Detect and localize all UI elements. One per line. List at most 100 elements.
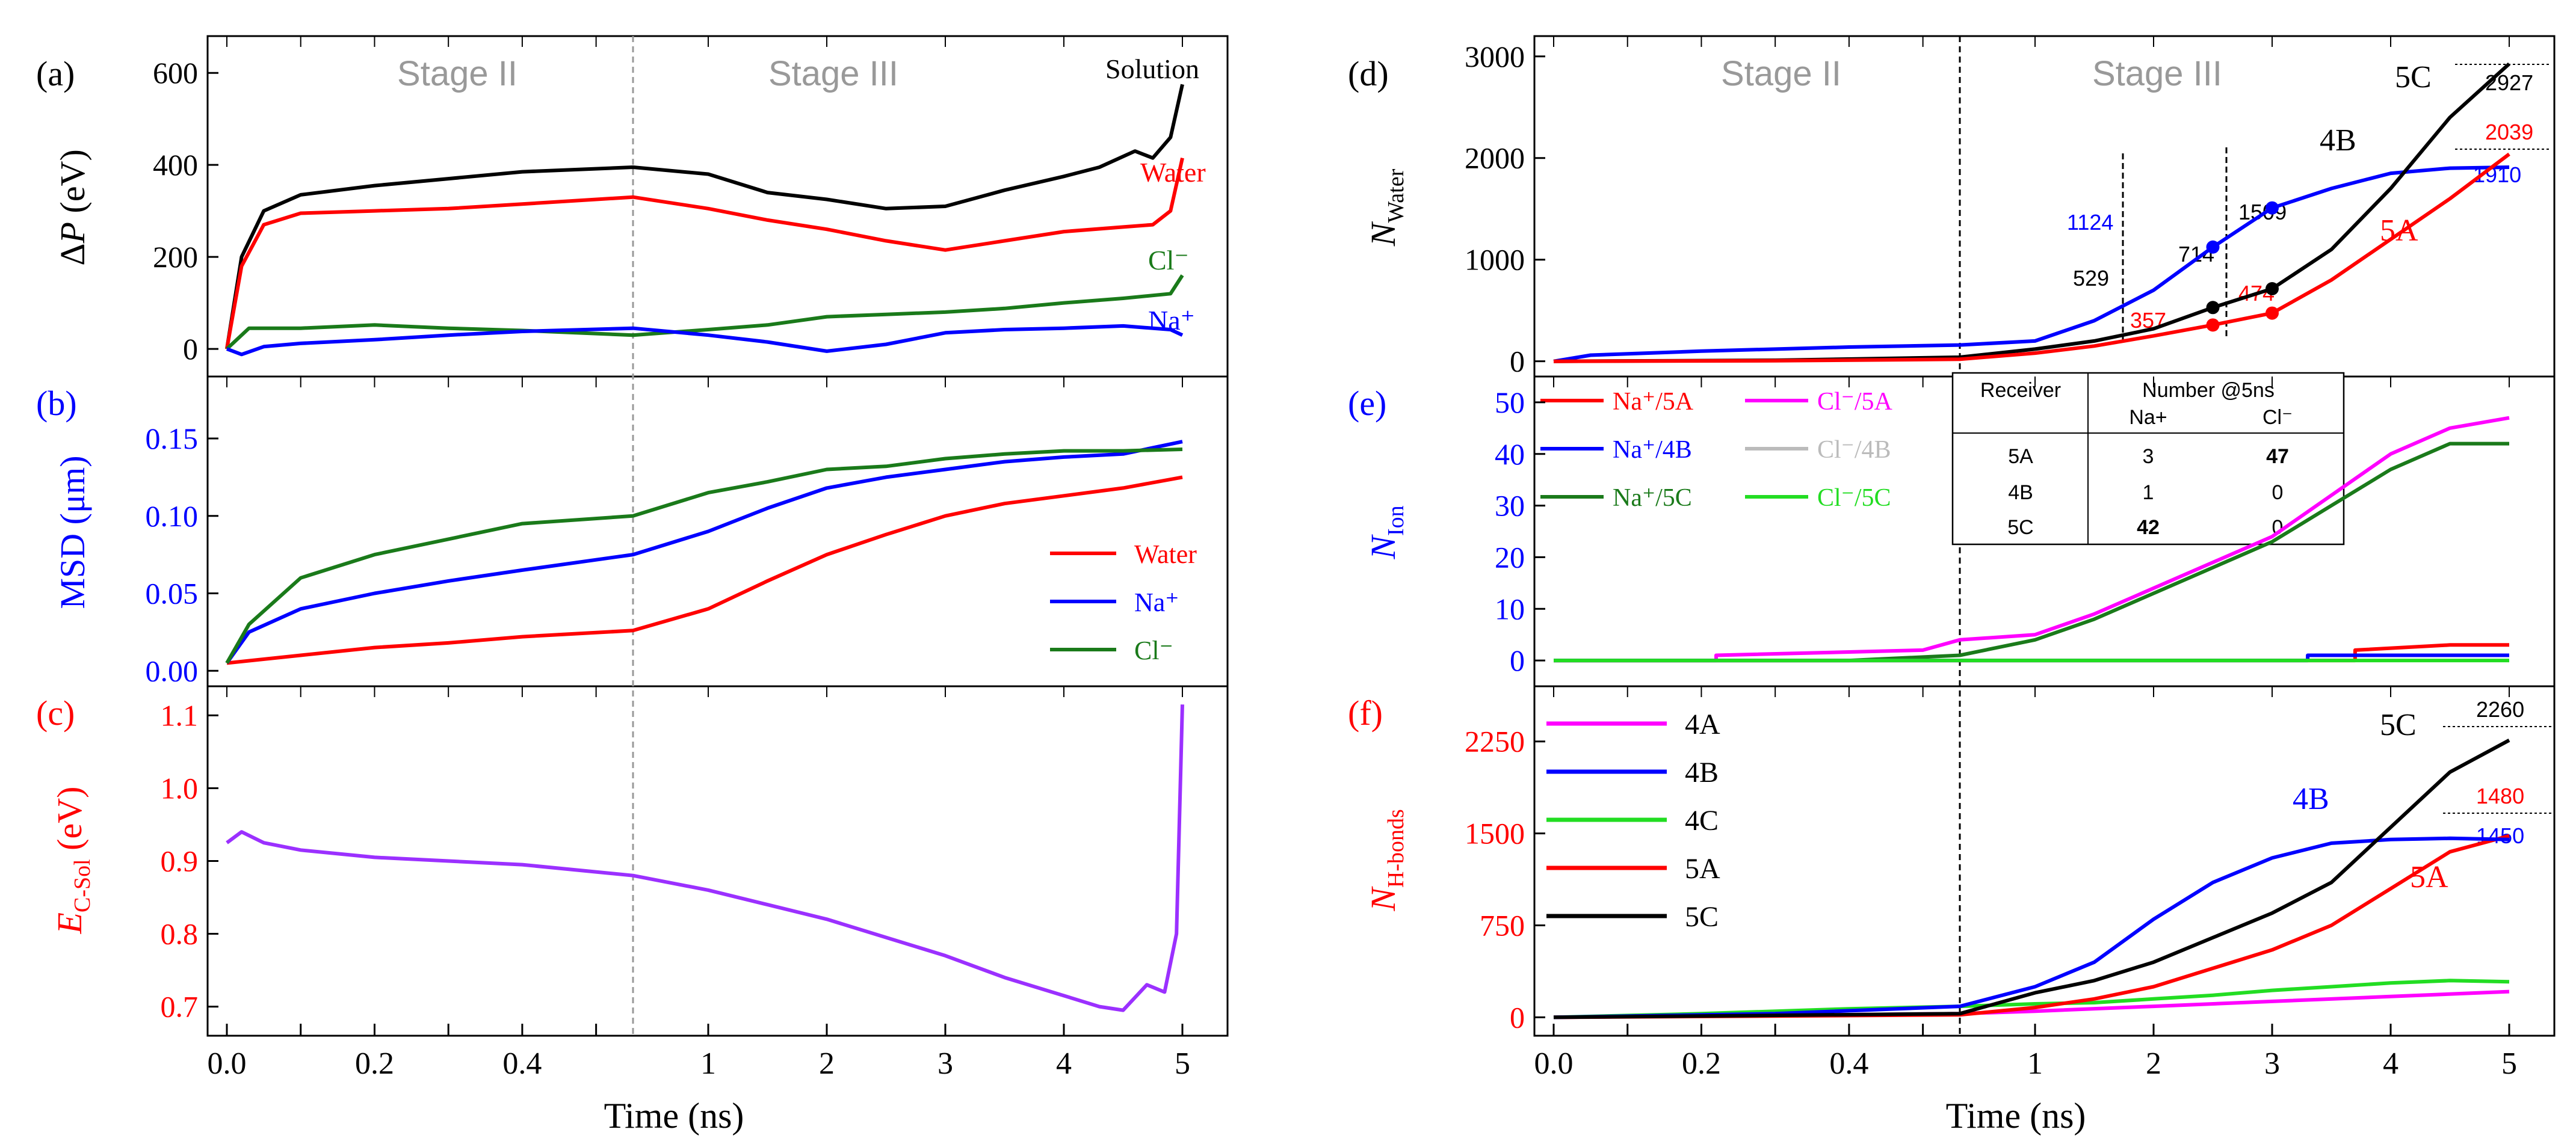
series-label-4b-f: 4B [2293,782,2329,816]
xtick-label-c0-3: 1 [700,1047,716,1081]
chart-d: 0 1000 2000 3000 [1465,40,2511,378]
series-d-4b [1553,165,2510,363]
ytick-label-a-1: 200 [153,240,198,274]
inset-table-header-number: Number @5ns [2142,379,2275,402]
series-f-4b [1553,836,2510,1019]
ytick-label-b-0: 0.00 [146,654,199,687]
ylabel-e: NIon [1364,505,1409,559]
legend-f-4c-text: 4C [1685,805,1719,837]
inset-table-header-receiver: Receiver [1980,379,2061,402]
xtick-label-c0-1: 0.2 [355,1047,394,1081]
legend-f-5a-text: 5A [1685,853,1720,885]
ytick-label-f-3: 2250 [1465,725,1525,758]
annotation-2260: 2260 [2476,697,2524,722]
xlabel-left: Time (ns) [604,1096,744,1136]
panel-b-frame [206,375,1229,687]
marker-dot-5c-2_5 [2206,301,2220,315]
series-label-4b-d: 4B [2320,123,2356,158]
xtick-label-c0-2: 0.4 [502,1047,542,1081]
panel-f-frame [1533,685,2556,1037]
xtick-label-c1-1: 0.2 [1682,1047,1721,1081]
annotation-2927: 2927 [2485,70,2533,95]
xtick-label-c0-6: 4 [1056,1047,1072,1081]
series-f-4c [1553,979,2510,1019]
legend-e-na5a-text: Na⁺/5A [1613,388,1694,416]
inset-table-r1-c2: 0 [2272,481,2284,504]
legend-b-water-text: Water [1134,540,1197,569]
inset-table-r1-c0: 4B [2008,481,2033,504]
xtick-label-c1-2: 0.4 [1829,1047,1868,1081]
inset-table-r2-c0: 5C [2007,516,2033,539]
inset-table-sub-na: Na+ [2129,406,2167,429]
ytick-label-c-3: 1.0 [161,771,199,805]
legend-b: Water Na⁺ Cl⁻ [1050,540,1197,665]
annotation-1124: 1124 [2067,210,2113,235]
series-d-5c [1553,62,2511,363]
ylabel-c: EC-Sol (eV) [50,787,95,935]
legend-e-cl4b-text: Cl⁻/4B [1817,436,1891,464]
series-b-water [226,475,1183,665]
ytick-label-f-2: 1500 [1465,817,1525,850]
chart-b: 0.00 0.05 0.10 0.15 [146,422,1183,687]
stage-ii-label-a: Stage II [397,54,517,93]
marker-dot-5c-3 [2266,282,2279,296]
legend-e-cl5a-text: Cl⁻/5A [1817,388,1893,416]
legend-f-5c-text: 5C [1685,901,1719,933]
series-b-cl [225,447,1183,664]
panel-c-frame [206,685,1229,1037]
series-f-5c [1553,739,2510,1019]
xtick-label-c0-5: 3 [937,1047,953,1081]
series-label-water-a: Water [1140,157,1206,188]
chart-f: 0 750 1500 2250 [1465,725,2510,1034]
ytick-label-b-3: 0.15 [146,422,199,455]
marker-dot-4b-3 [2266,201,2279,215]
legend-e-cl5c-text: Cl⁻/5C [1817,484,1891,512]
ytick-label-a-3: 600 [153,56,198,90]
ytick-label-e-5: 50 [1495,386,1525,419]
ylabel-d: NWater [1364,168,1409,247]
xtick-label-c0-4: 2 [819,1047,835,1081]
ytick-label-e-2: 20 [1495,540,1525,574]
panel-label-e: (e) [1348,384,1386,423]
ytick-label-d-3: 3000 [1465,40,1525,73]
panel-label-b: (b) [36,384,77,423]
ylabel-f: NH-bonds [1364,809,1409,912]
inset-table-r0-c0: 5A [2008,445,2033,468]
plot-layer: 02004006000.000.050.100.150.70.80.91.01.… [146,36,2517,1081]
ylabel-a: ΔP (eV) [53,149,92,266]
ytick-label-b-1: 0.05 [146,577,199,610]
series-label-5c-d: 5C [2395,60,2432,94]
series-a-water [225,158,1184,349]
ytick-label-d-2: 2000 [1465,141,1525,175]
ylabel-b: MSD (μm) [53,455,92,609]
xtick-label-c1-6: 4 [2383,1047,2398,1081]
inset-table: Receiver Number @5ns Na+ Cl⁻ 5A 3 47 4B … [1951,372,2345,546]
legend-b-cl-text: Cl⁻ [1134,636,1173,665]
ytick-label-c-0: 0.7 [161,990,199,1024]
legend-e: Na⁺/5A Cl⁻/5A Na⁺/4B Cl⁻/4B Na⁺/5C Cl⁻/5… [1540,388,1893,512]
ytick-label-e-1: 10 [1495,592,1525,626]
inset-table-r0-c1: 3 [2143,445,2154,468]
panel-label-d: (d) [1348,54,1389,93]
xlabel-right: Time (ns) [1946,1096,2086,1136]
series-label-solution: Solution [1105,54,1199,84]
panel-label-f: (f) [1348,693,1383,733]
annotation-529: 529 [2073,266,2109,291]
panel-label-a: (a) [36,54,75,93]
ytick-label-f-0: 0 [1510,1000,1525,1034]
xtick-label-c0-0: 0.0 [208,1047,247,1081]
inset-table-frame [1951,372,2345,546]
ytick-label-a-0: 0 [183,332,198,366]
annotation-1480: 1480 [2476,784,2524,808]
ytick-label-d-1: 1000 [1465,243,1525,277]
stage-iii-label-a: Stage III [768,54,898,93]
annotation-1509: 1509 [2238,200,2287,224]
xtick-label-c0-7: 5 [1175,1047,1190,1081]
inset-table-sub-cl: Cl⁻ [2262,406,2293,429]
xtick-label-c1-4: 2 [2146,1047,2161,1081]
legend-b-na-text: Na⁺ [1134,588,1179,617]
series-b-na [225,440,1183,665]
xtick-label-c1-7: 5 [2501,1047,2517,1081]
